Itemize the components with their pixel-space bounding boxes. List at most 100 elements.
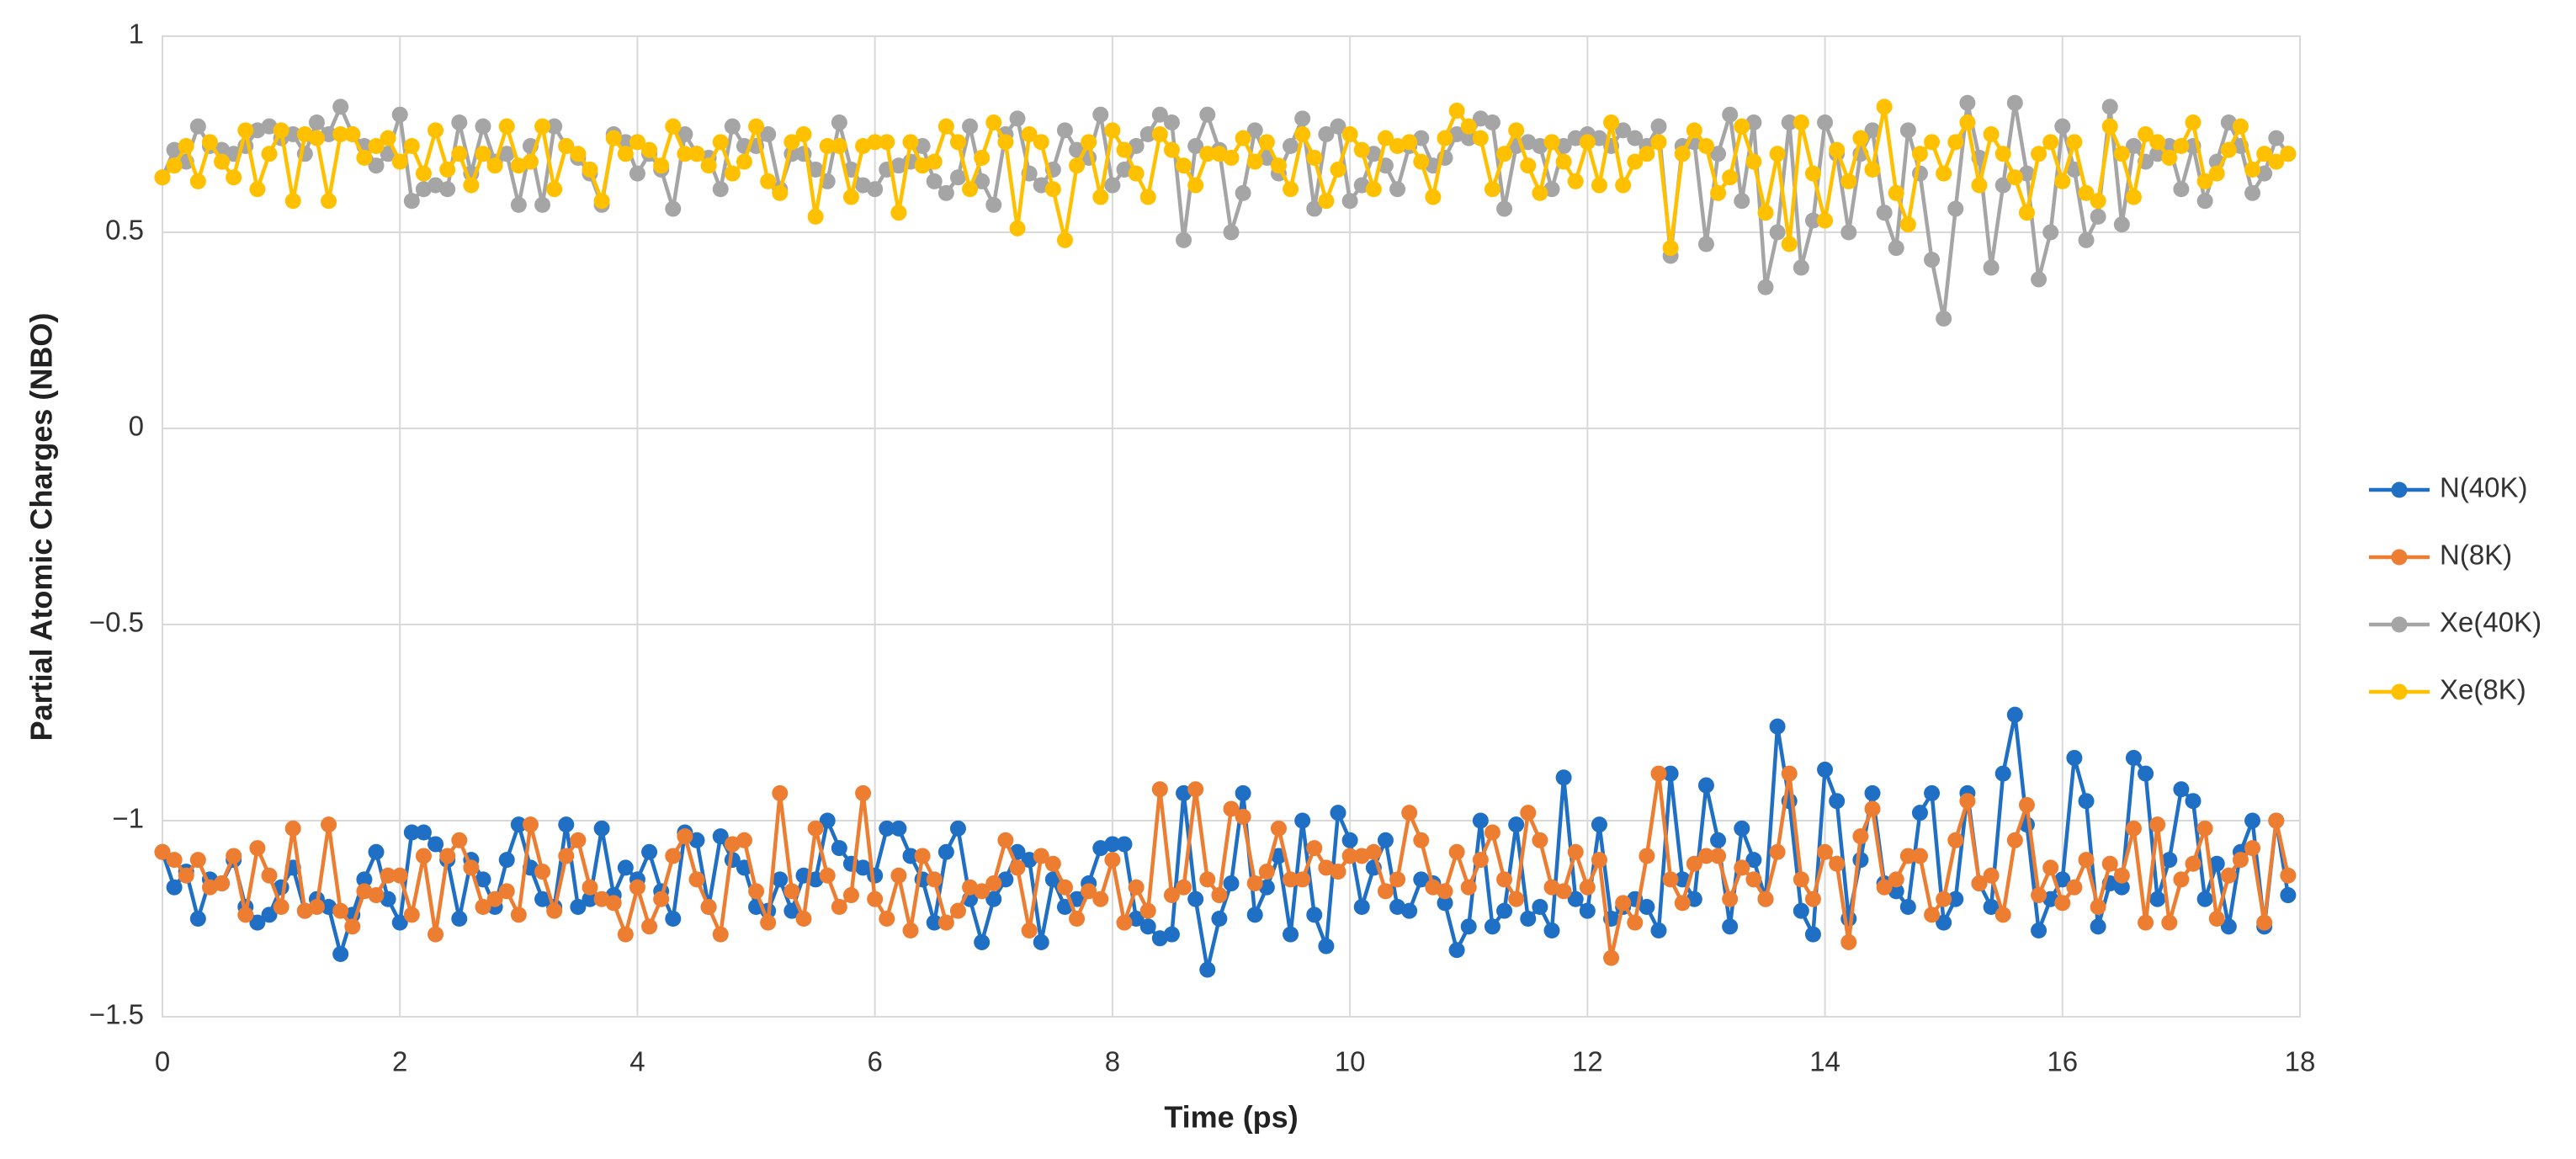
data-point — [1567, 891, 1584, 907]
data-point — [1639, 899, 1655, 916]
data-point — [2138, 914, 2154, 931]
data-point — [937, 118, 954, 135]
data-point — [926, 153, 943, 170]
x-axis-title: Time (ps) — [1164, 1100, 1298, 1135]
data-point — [2006, 94, 2023, 111]
data-point — [2256, 914, 2273, 931]
data-point — [1947, 891, 1964, 907]
data-point — [1235, 184, 1251, 201]
data-point — [2078, 184, 2095, 201]
data-point — [629, 165, 645, 182]
data-point — [783, 883, 800, 900]
data-point — [937, 843, 954, 860]
legend-marker — [2391, 683, 2408, 700]
data-point — [1627, 153, 1644, 170]
data-point — [1033, 848, 1049, 864]
legend-label: Xe(40K) — [2440, 607, 2541, 638]
x-tick-label: 10 — [1335, 1046, 1366, 1077]
data-point — [1864, 800, 1881, 817]
data-point — [1864, 161, 1881, 178]
data-point — [2220, 141, 2237, 158]
data-point — [498, 118, 515, 135]
data-point — [890, 205, 907, 221]
data-point — [1722, 918, 1739, 935]
data-point — [1330, 805, 1346, 821]
data-point — [415, 848, 432, 864]
data-point — [2149, 134, 2166, 151]
data-point — [1603, 114, 1620, 131]
data-point — [2138, 126, 2154, 142]
data-point — [1199, 106, 1216, 123]
data-point — [2006, 169, 2023, 186]
data-point — [582, 879, 598, 896]
data-point — [2220, 867, 2237, 884]
data-point — [807, 161, 824, 178]
data-point — [2078, 231, 2095, 248]
data-point — [368, 887, 385, 904]
data-point — [997, 134, 1014, 151]
x-tick-label: 6 — [867, 1046, 882, 1077]
data-point — [1104, 836, 1121, 853]
data-point — [1116, 836, 1133, 853]
data-point — [1104, 122, 1121, 139]
data-point — [1532, 184, 1548, 201]
data-point — [1377, 832, 1394, 848]
data-point — [1437, 883, 1453, 900]
data-point — [166, 157, 183, 174]
data-point — [415, 824, 432, 841]
data-point — [1804, 212, 1821, 229]
data-point — [2054, 895, 2071, 912]
data-point — [641, 141, 658, 158]
data-point — [1983, 259, 2000, 276]
data-point — [1235, 130, 1251, 146]
data-point — [1734, 820, 1750, 837]
data-point — [284, 193, 301, 210]
data-point — [1104, 177, 1121, 194]
data-point — [902, 922, 919, 938]
data-point — [1128, 879, 1145, 896]
data-point — [463, 177, 480, 194]
data-point — [1745, 852, 1762, 869]
data-point — [1591, 816, 1607, 833]
data-point — [1567, 173, 1584, 189]
data-point — [451, 114, 468, 131]
data-point — [2161, 149, 2178, 166]
data-point — [724, 165, 741, 182]
data-point — [855, 859, 872, 876]
legend-label: N(8K) — [2440, 540, 2512, 571]
data-point — [2054, 173, 2071, 189]
data-point — [605, 895, 622, 912]
data-point — [178, 137, 194, 154]
data-point — [570, 832, 587, 848]
data-point — [2232, 118, 2249, 135]
data-point — [486, 891, 503, 907]
y-tick-label: 0 — [129, 411, 144, 442]
data-point — [1579, 902, 1596, 919]
data-point — [321, 816, 337, 833]
x-tick-label: 16 — [2047, 1046, 2078, 1077]
data-point — [2078, 852, 2095, 869]
data-point — [795, 146, 812, 162]
data-point — [1650, 765, 1667, 782]
data-point — [1888, 240, 1904, 257]
data-point — [1235, 808, 1251, 825]
data-point — [2232, 852, 2249, 869]
data-point — [2208, 165, 2225, 182]
data-point — [356, 871, 373, 888]
data-point — [2031, 271, 2048, 288]
data-point — [2196, 173, 2213, 189]
data-point — [1639, 146, 1655, 162]
data-point — [1520, 805, 1537, 821]
data-point — [1674, 895, 1691, 912]
data-point — [2161, 852, 2178, 869]
data-point — [2101, 855, 2118, 872]
data-point — [1591, 177, 1607, 194]
y-tick-label: −1 — [112, 803, 144, 834]
data-point — [1543, 134, 1560, 151]
data-point — [1757, 891, 1774, 907]
data-point — [665, 848, 682, 864]
data-point — [1139, 902, 1156, 919]
data-point — [1983, 867, 2000, 884]
data-point — [1924, 252, 1941, 268]
